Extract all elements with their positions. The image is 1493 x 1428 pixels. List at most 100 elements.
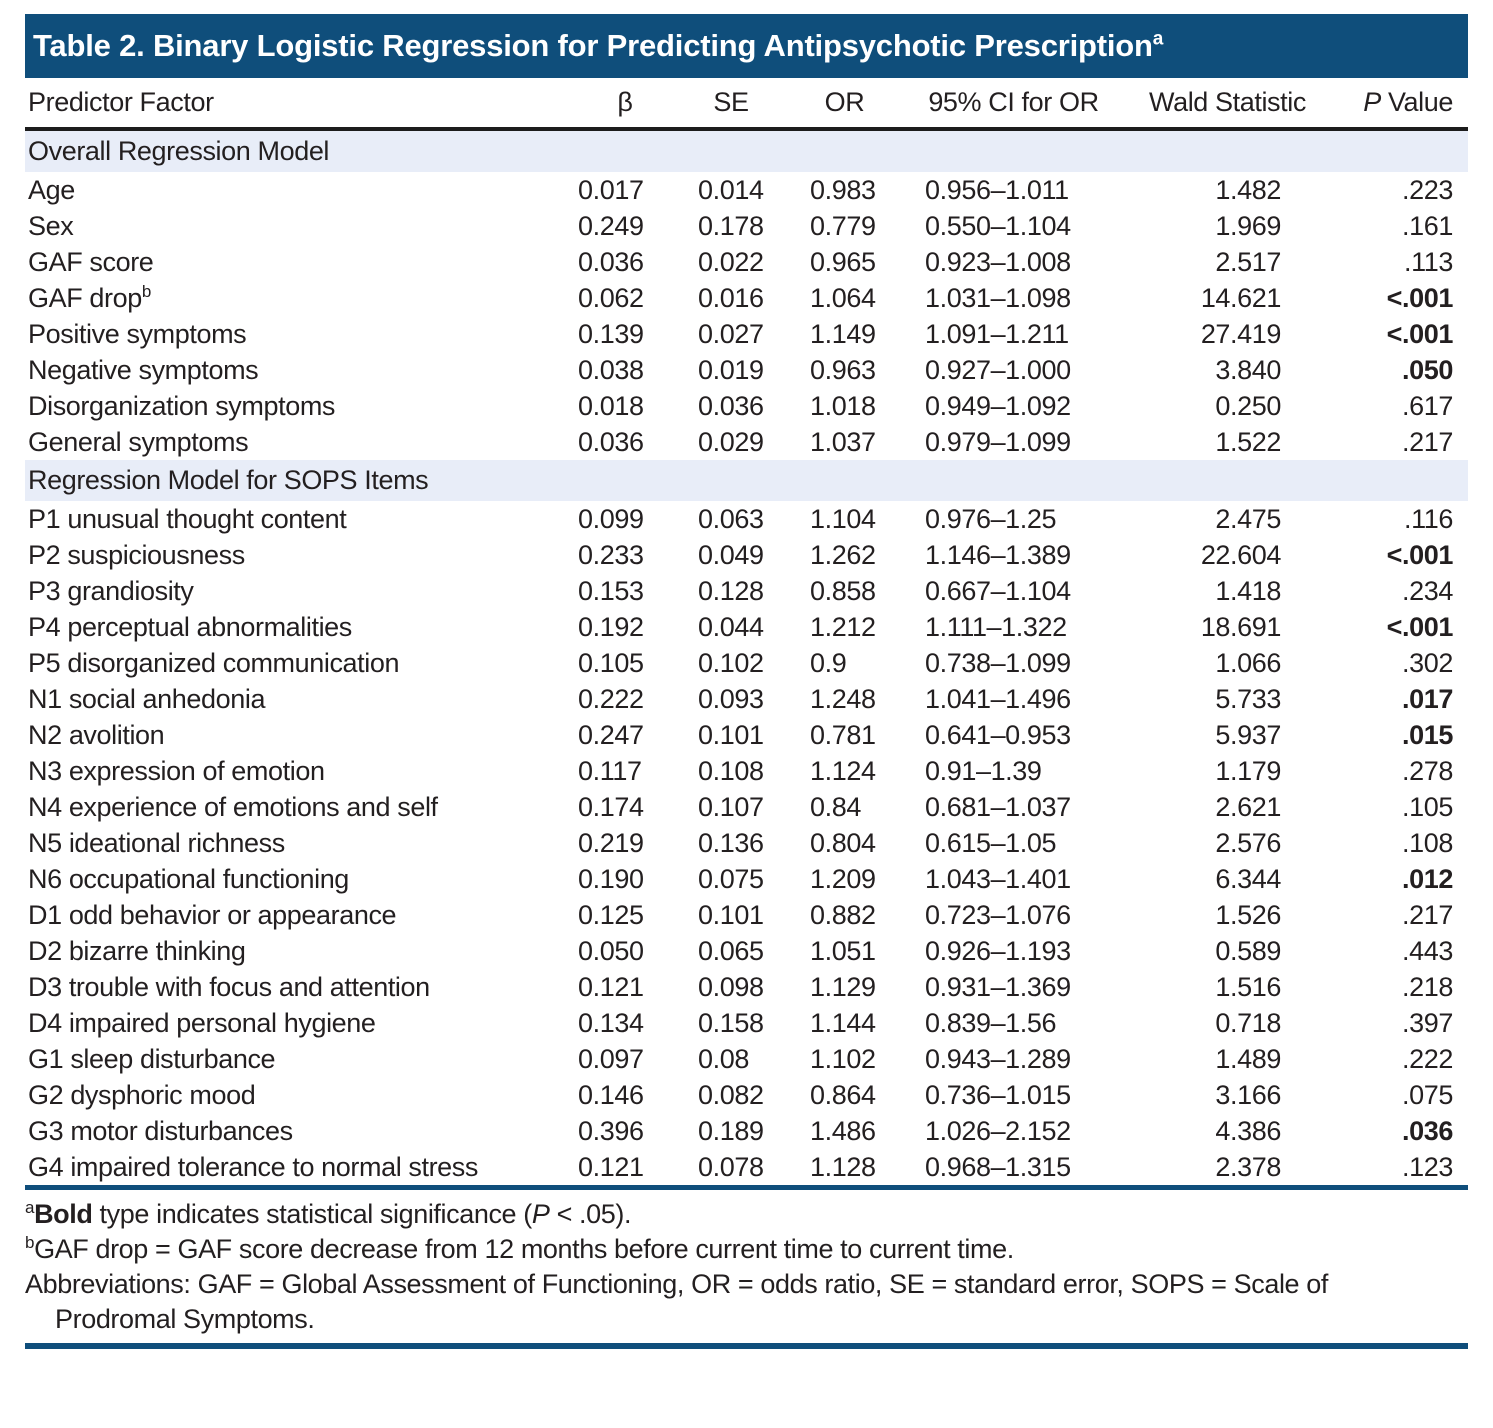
- cell-ci: 0.949–1.092: [925, 390, 1071, 421]
- cell-predictor: D3 trouble with focus and attention: [28, 971, 430, 1002]
- cell-p-value: .217: [1402, 899, 1453, 930]
- cell-wald-statistic: 27.419: [1200, 318, 1282, 349]
- regression-table: Predictor Factor β SE OR 95% CI for OR W…: [25, 78, 1468, 1185]
- col-header-ci: 95% CI for OR: [902, 78, 1125, 131]
- cell-predictor: N2 avolition: [28, 719, 165, 750]
- cell-predictor: G3 motor disturbances: [28, 1115, 293, 1146]
- cell-p-value: .223: [1402, 174, 1453, 205]
- cell-predictor: G2 dysphoric mood: [28, 1079, 256, 1110]
- table-row: G3 motor disturbances 0.396 0.189 1.486 1.02…: [25, 1113, 1468, 1149]
- cell-or: 0.983: [810, 174, 876, 205]
- cell-se: 0.029: [698, 426, 764, 457]
- cell-p-value: .012: [1402, 863, 1453, 894]
- table-row: N1 social anhedonia 0.222 0.093 1.248 1.041–…: [25, 681, 1468, 717]
- cell-predictor: GAF dropb: [28, 281, 151, 313]
- col-header-beta: β: [575, 78, 675, 131]
- cell-wald-statistic: 6.344: [1215, 863, 1281, 894]
- cell-se: 0.101: [698, 899, 764, 930]
- cell-se: 0.044: [698, 611, 764, 642]
- cell-p-value: .123: [1402, 1151, 1453, 1182]
- cell-se: 0.016: [698, 282, 764, 313]
- cell-beta: 0.105: [578, 647, 644, 678]
- cell-predictor: Negative symptoms: [28, 354, 259, 385]
- col-header-predictor-factor: Predictor Factor: [25, 78, 575, 131]
- table-row: G4 impaired tolerance to normal stress 0.…: [25, 1149, 1468, 1185]
- footnote-divider-rule: [25, 1185, 1468, 1190]
- cell-wald-statistic: 14.621: [1200, 282, 1282, 313]
- cell-p-value: .116: [1404, 503, 1453, 534]
- cell-wald-statistic: 1.526: [1215, 899, 1281, 930]
- cell-wald-statistic: 1.516: [1215, 971, 1281, 1002]
- cell-se: 0.019: [698, 354, 764, 385]
- cell-beta: 0.139: [578, 318, 644, 349]
- cell-wald-statistic: 3.166: [1215, 1079, 1281, 1110]
- table-row: P5 disorganized communication 0.105 0.102 0…: [25, 645, 1468, 681]
- cell-ci: 0.839–1.56: [925, 1007, 1057, 1038]
- cell-se: 0.065: [698, 935, 764, 966]
- cell-p-value: .443: [1402, 935, 1453, 966]
- footnote-b-text: GAF drop = GAF score decrease from 12 mo…: [34, 1234, 1014, 1264]
- col-header-se: SE: [675, 78, 787, 131]
- table-row: N6 occupational functioning 0.190 0.075 1.2…: [25, 861, 1468, 897]
- cell-beta: 0.222: [578, 683, 644, 714]
- table-row: D1 odd behavior or appearance 0.125 0.101 0…: [25, 897, 1468, 933]
- cell-p-value: .222: [1402, 1043, 1453, 1074]
- cell-beta: 0.153: [578, 575, 644, 606]
- cell-p-value: <.001: [1386, 282, 1454, 313]
- cell-ci: 0.91–1.39: [925, 755, 1042, 786]
- p-value-rest: Value: [1380, 87, 1453, 117]
- cell-ci: 0.927–1.000: [925, 354, 1071, 385]
- cell-beta: 0.099: [578, 503, 644, 534]
- footnotes: aBold type indicates statistical signifi…: [25, 1197, 1468, 1337]
- cell-beta: 0.219: [578, 827, 644, 858]
- cell-or: 1.018: [810, 390, 876, 421]
- predictor-superscript: b: [141, 281, 151, 301]
- cell-predictor: N3 expression of emotion: [28, 755, 325, 786]
- cell-predictor: D2 bizarre thinking: [28, 935, 246, 966]
- table-row: Age 0.017 0.014 0.983 0.956–1.011 1.482 .223: [25, 172, 1468, 208]
- cell-beta: 0.121: [578, 971, 644, 1002]
- table-row: Disorganization symptoms 0.018 0.036 1.018 0…: [25, 388, 1468, 424]
- cell-ci: 1.026–2.152: [925, 1115, 1071, 1146]
- cell-wald-statistic: 2.576: [1215, 827, 1281, 858]
- cell-or: 0.882: [810, 899, 876, 930]
- cell-predictor: N5 ideational richness: [28, 827, 285, 858]
- cell-or: 1.037: [810, 426, 876, 457]
- table-title-superscript: a: [1152, 28, 1164, 50]
- cell-predictor: P4 perceptual abnormalities: [28, 611, 352, 642]
- cell-predictor: Sex: [28, 210, 74, 241]
- section-header-label: Overall Regression Model: [25, 129, 1468, 172]
- footnote-a-bold: Bold: [34, 1199, 93, 1229]
- cell-p-value: .161: [1402, 210, 1453, 241]
- cell-wald-statistic: 5.733: [1215, 683, 1281, 714]
- cell-ci: 1.031–1.098: [925, 282, 1071, 313]
- cell-beta: 0.146: [578, 1079, 644, 1110]
- footnote-a-text-post: < .05).: [549, 1199, 632, 1229]
- cell-se: 0.022: [698, 246, 764, 277]
- cell-beta: 0.396: [578, 1115, 644, 1146]
- cell-se: 0.102: [698, 647, 764, 678]
- table-row: G2 dysphoric mood 0.146 0.082 0.864 0.736–1.…: [25, 1077, 1468, 1113]
- footnote-b-marker: b: [25, 1233, 35, 1252]
- cell-se: 0.128: [698, 575, 764, 606]
- cell-ci: 0.723–1.076: [925, 899, 1071, 930]
- cell-ci: 0.738–1.099: [925, 647, 1071, 678]
- cell-se: 0.082: [698, 1079, 764, 1110]
- section-header-row: Overall Regression Model: [25, 129, 1468, 172]
- cell-ci: 0.667–1.104: [925, 575, 1071, 606]
- footnote-b: bGAF drop = GAF score decrease from 12 m…: [25, 1232, 1468, 1267]
- table-row: GAF dropb 0.062 0.016 1.064 1.031–1.098 14.62…: [25, 280, 1468, 316]
- cell-se: 0.036: [698, 390, 764, 421]
- cell-or: 0.9: [810, 647, 847, 678]
- cell-predictor: General symptoms: [28, 426, 249, 457]
- table-row: P1 unusual thought content 0.099 0.063 1.10…: [25, 501, 1468, 537]
- cell-p-value: .217: [1402, 426, 1453, 457]
- cell-predictor: GAF score: [28, 246, 154, 277]
- cell-wald-statistic: 1.179: [1215, 755, 1281, 786]
- cell-or: 0.864: [810, 1079, 876, 1110]
- cell-wald-statistic: 1.489: [1215, 1043, 1281, 1074]
- table-row: N5 ideational richness 0.219 0.136 0.804 0.6…: [25, 825, 1468, 861]
- table-row: G1 sleep disturbance 0.097 0.08 1.102 0.943–…: [25, 1041, 1468, 1077]
- cell-p-value: .036: [1402, 1115, 1453, 1146]
- cell-beta: 0.117: [578, 755, 642, 786]
